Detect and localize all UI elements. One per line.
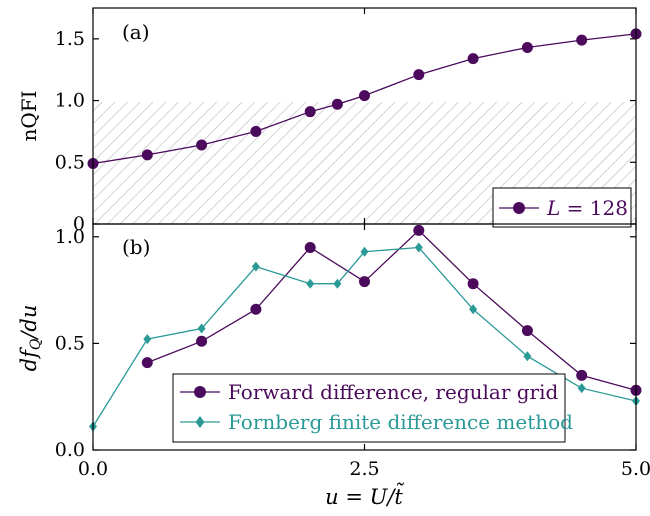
panel-b-x-tick-label: 5.0 xyxy=(621,458,650,480)
panel-b-y-tick-label: 0.0 xyxy=(55,439,85,461)
panel-b-series-1-point xyxy=(251,261,260,272)
panel-b-series-0-point xyxy=(359,276,370,288)
legend-a-marker xyxy=(513,202,525,214)
panel-b-series-1-point xyxy=(469,304,478,315)
panel-b-y-axis-label: dfQ/du xyxy=(17,305,44,372)
panel-b-y-tick-label: 1.0 xyxy=(55,226,85,248)
panel-b-series-1-point xyxy=(197,323,206,334)
legend-b-entry-1: Forward difference, regular grid xyxy=(228,380,559,404)
panel-b-series-0-point xyxy=(413,224,425,236)
legend-a-entry-rest: = 128 xyxy=(560,196,628,220)
panel-b-x-tick-label: 0.0 xyxy=(78,458,108,480)
legend-a: L = 128 xyxy=(492,187,632,228)
legend-b: Forward difference, regular grid Fornber… xyxy=(172,373,573,443)
panel-b-series-0-line xyxy=(147,229,637,391)
panel-a-series xyxy=(87,28,642,170)
panel-b-series xyxy=(89,224,642,432)
panel-b-y-tick-label: 0.5 xyxy=(55,332,85,354)
panel-b-series-1-point xyxy=(306,278,315,289)
legend-b-marker-1 xyxy=(194,386,206,398)
legend-b-entry-2: Fornberg finite difference method xyxy=(228,410,573,434)
panel-a-series-0-point xyxy=(467,53,479,65)
legend-a-entry-var: L xyxy=(546,196,560,220)
panel-a: 0 0.5 1.0 1.5 (a) nQFI L = 128 xyxy=(17,7,642,235)
panel-a-series-0-point xyxy=(359,90,370,102)
panel-b-series-1-point xyxy=(360,246,369,257)
panel-a-label: (a) xyxy=(122,20,150,44)
panel-a-y-tick-label: 1.5 xyxy=(55,28,85,50)
legend-b-box xyxy=(172,373,566,443)
panel-a-y-axis-label: nQFI xyxy=(17,90,41,141)
x-axis-label: u = U/t̃ xyxy=(325,482,404,509)
panel-b-series-1-point xyxy=(577,383,586,394)
panel-b-series-0-point xyxy=(196,335,208,347)
panel-a-series-0-point xyxy=(413,69,425,81)
panel-a-series-0-line xyxy=(92,33,637,165)
panel-a-series-0-point xyxy=(196,139,208,151)
panel-a-series-0-point xyxy=(576,34,588,46)
panel-b-series-1-line xyxy=(92,246,637,427)
panel-b-label: (b) xyxy=(122,235,150,259)
panel-a-y-tick-label: 1.0 xyxy=(55,90,85,112)
panel-b-series-0-point xyxy=(467,278,479,290)
panel-a-y-tick-label: 0.5 xyxy=(55,151,85,173)
panel-b-series-1-point xyxy=(523,351,532,362)
panel-b-series-1-point xyxy=(414,242,423,253)
panel-b-series-1-point xyxy=(143,334,152,345)
panel-a-y-tick-label: 0 xyxy=(73,213,85,235)
panel-b-series-0-point xyxy=(250,303,262,315)
panel-b-series-0-point xyxy=(141,357,153,369)
panel-b-series-0-point xyxy=(304,241,316,253)
panel-b: 0.0 0.5 1.0 0.0 2.5 5.0 (b) dfQ/du u = U/t̃ F… xyxy=(17,223,650,509)
panel-a-series-0-point xyxy=(521,41,533,53)
panel-b-series-0-point xyxy=(576,369,588,381)
panel-b-x-tick-label: 2.5 xyxy=(349,458,379,480)
panel-a-series-0-point xyxy=(331,98,343,110)
legend-b-marker-2 xyxy=(195,416,205,428)
panel-a-series-0-point xyxy=(304,106,316,118)
panel-a-series-0-point xyxy=(141,149,153,161)
panel-a-series-0-point xyxy=(250,125,262,137)
legend-a-entry: L = 128 xyxy=(546,196,628,220)
panel-b-series-1-point xyxy=(333,278,342,289)
panel-b-ticks: 0.0 0.5 1.0 0.0 2.5 5.0 xyxy=(55,224,650,480)
panel-b-frame xyxy=(92,223,637,451)
panel-b-series-0-point xyxy=(521,325,533,337)
